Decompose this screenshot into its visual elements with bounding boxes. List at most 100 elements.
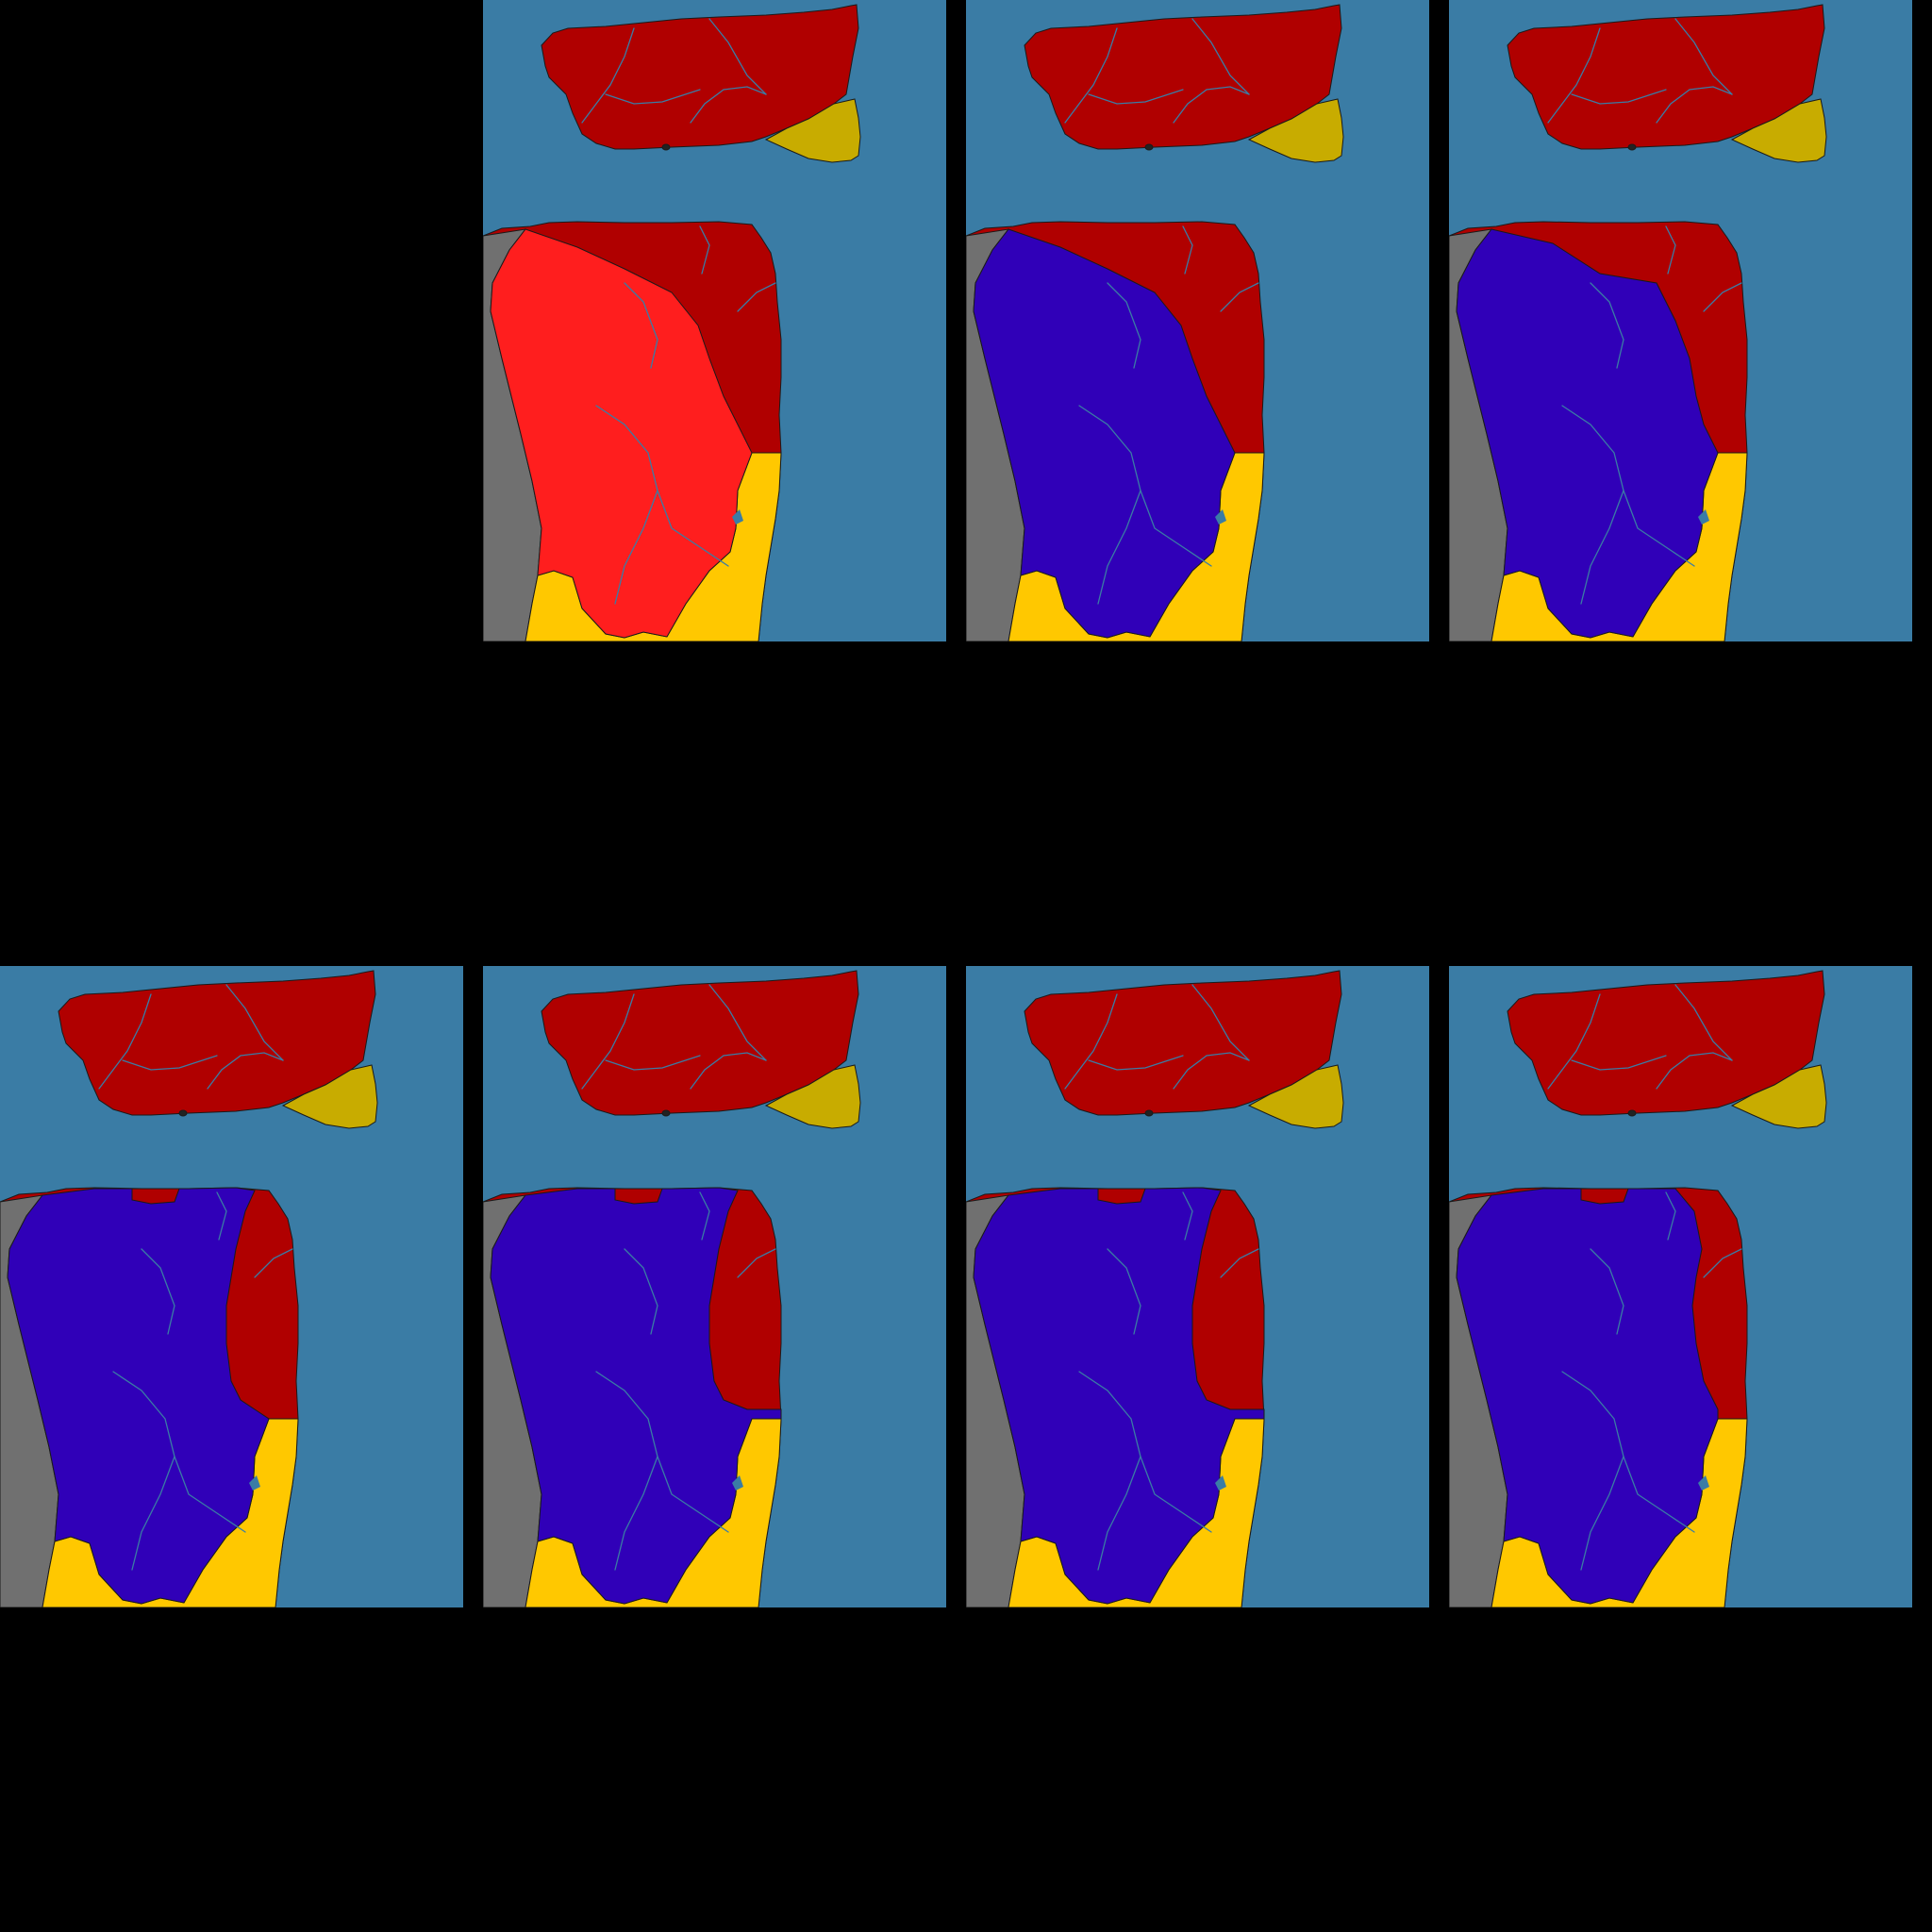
north-island-yellow-region (764, 1064, 861, 1129)
river-line (605, 89, 701, 105)
river-line (1107, 282, 1141, 369)
map-svg (0, 970, 378, 1607)
river-line (216, 1191, 227, 1241)
lake-icon (1215, 509, 1226, 525)
north-island-yellow-region (281, 1064, 378, 1129)
north-island-yellow-region (1247, 98, 1344, 163)
south-main-region (973, 1187, 1265, 1605)
map-frame-7 (1449, 966, 1912, 1607)
river-line (1173, 86, 1250, 124)
river-line (624, 1248, 658, 1335)
islet (661, 1109, 671, 1117)
river-line (1097, 1456, 1141, 1571)
river-line (1580, 1456, 1624, 1571)
river-line (1088, 89, 1184, 105)
map-frame-4 (0, 966, 463, 1607)
north-coast-red-enclave (131, 1188, 180, 1205)
river-line (581, 27, 635, 124)
river-line (699, 225, 710, 275)
river-line (225, 984, 284, 1061)
map-svg (966, 4, 1344, 641)
river-line (1107, 1248, 1141, 1335)
lake-icon (1698, 509, 1709, 525)
river-line (1665, 225, 1676, 275)
north-coast-red-enclave (1097, 1188, 1146, 1205)
south-main-region (1456, 1188, 1719, 1605)
map-frame-6 (966, 966, 1429, 1607)
river-line (98, 993, 152, 1090)
river-line (605, 1055, 701, 1071)
lake-icon (249, 1475, 260, 1491)
lake-icon (1698, 1475, 1709, 1491)
river-line (1656, 86, 1733, 124)
north-island-yellow-region (1730, 1064, 1827, 1129)
river-line (1571, 1055, 1667, 1071)
river-line (254, 1248, 293, 1278)
north-island-yellow-region (1247, 1064, 1344, 1129)
south-main-region (973, 228, 1236, 639)
lake-icon (732, 1475, 743, 1491)
map-svg (1449, 970, 1827, 1607)
empty-slot (0, 0, 463, 641)
map-frame-5 (483, 966, 946, 1607)
river-line (141, 1248, 175, 1335)
north-island-yellow-region (1730, 98, 1827, 163)
river-line (1665, 1191, 1676, 1241)
river-line (1097, 490, 1141, 605)
river-line (1703, 282, 1742, 312)
map-frame-2 (966, 0, 1429, 641)
north-island-yellow-region (764, 98, 861, 163)
south-main-region (490, 1187, 782, 1605)
river-line (708, 18, 767, 95)
river-line (1220, 1248, 1259, 1278)
river-line (690, 86, 767, 124)
map-frame-3 (1449, 0, 1912, 641)
river-line (581, 993, 635, 1090)
river-line (737, 1248, 776, 1278)
north-coast-red-enclave (614, 1188, 663, 1205)
south-main-region (1456, 228, 1719, 639)
river-line (1088, 1055, 1184, 1071)
river-line (1674, 984, 1733, 1061)
river-line (690, 1052, 767, 1090)
river-line (1191, 18, 1250, 95)
river-line (1064, 993, 1118, 1090)
river-line (737, 282, 776, 312)
islet (178, 1109, 188, 1117)
islet (1627, 1109, 1637, 1117)
river-line (1547, 993, 1601, 1090)
map-frame-1 (483, 0, 946, 641)
river-line (1182, 1191, 1193, 1241)
river-line (614, 490, 658, 605)
river-line (1220, 282, 1259, 312)
river-line (1674, 18, 1733, 95)
islet (661, 143, 671, 151)
islet (1144, 1109, 1154, 1117)
river-line (1173, 1052, 1250, 1090)
river-line (1580, 490, 1624, 605)
river-line (699, 1191, 710, 1241)
river-line (1547, 27, 1601, 124)
map-svg (483, 4, 861, 641)
islet (1144, 143, 1154, 151)
river-line (1182, 225, 1193, 275)
south-main-region (7, 1187, 270, 1605)
lake-icon (732, 509, 743, 525)
river-line (614, 1456, 658, 1571)
river-line (131, 1456, 175, 1571)
map-svg (966, 970, 1344, 1607)
map-svg (483, 970, 861, 1607)
river-line (207, 1052, 284, 1090)
river-line (1590, 282, 1624, 369)
river-line (1191, 984, 1250, 1061)
map-svg (1449, 4, 1827, 641)
river-line (122, 1055, 218, 1071)
river-line (1590, 1248, 1624, 1335)
river-line (708, 984, 767, 1061)
north-coast-red-enclave (1580, 1188, 1629, 1205)
river-line (1571, 89, 1667, 105)
river-line (1656, 1052, 1733, 1090)
river-line (1064, 27, 1118, 124)
lake-icon (1215, 1475, 1226, 1491)
south-main-region (490, 228, 753, 639)
